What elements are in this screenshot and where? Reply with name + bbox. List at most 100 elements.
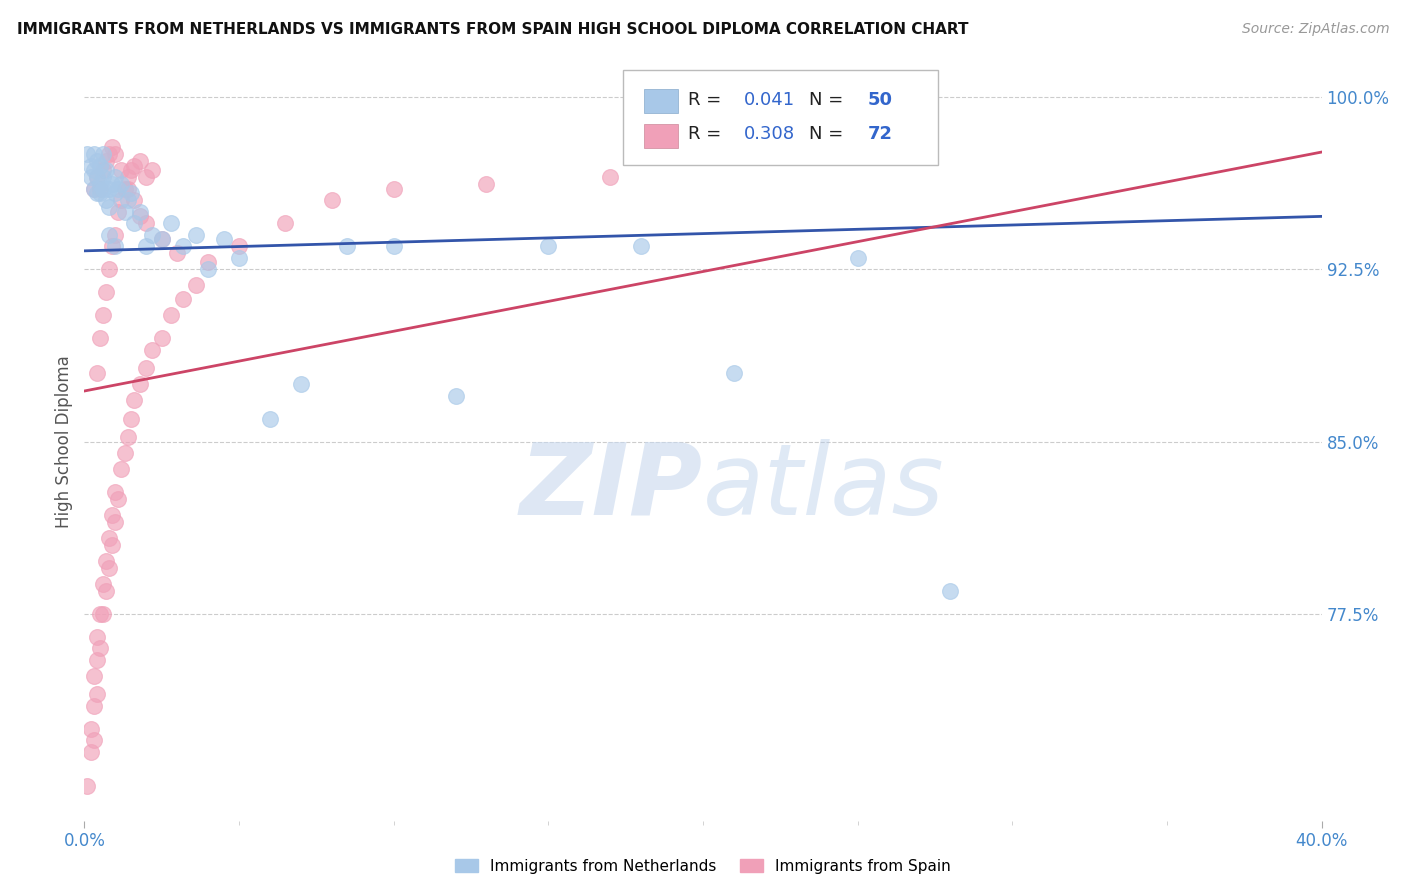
Point (104, 239, 127, 253)
Point (104, 227, 127, 242)
Point (259, 411, 281, 425)
Text: atlas: atlas (703, 439, 945, 535)
Point (94, 285, 117, 300)
Point (141, 343, 163, 357)
Point (117, 182, 139, 196)
Point (114, 446, 136, 460)
Point (129, 210, 152, 224)
Point (114, 182, 136, 196)
Point (83, 698, 105, 713)
Point (166, 246, 188, 260)
Point (83, 182, 105, 196)
Point (94, 583, 117, 598)
Point (89, 182, 111, 196)
Point (122, 194, 145, 208)
Point (122, 159, 145, 173)
Point (98, 182, 121, 196)
Point (599, 170, 621, 185)
Point (104, 515, 127, 529)
Text: IMMIGRANTS FROM NETHERLANDS VS IMMIGRANTS FROM SPAIN HIGH SCHOOL DIPLOMA CORRELA: IMMIGRANTS FROM NETHERLANDS VS IMMIGRANT… (17, 22, 969, 37)
Text: 0.308: 0.308 (744, 126, 794, 144)
Point (76, 147, 98, 161)
Point (117, 430, 139, 444)
Point (86, 630, 108, 644)
Text: Source: ZipAtlas.com: Source: ZipAtlas.com (1241, 22, 1389, 37)
Point (83, 733, 105, 747)
Point (537, 239, 560, 253)
Point (321, 194, 343, 208)
Point (89, 331, 111, 345)
Point (160, 308, 183, 322)
Point (91, 308, 114, 322)
Point (846, 251, 869, 265)
Point (197, 255, 219, 269)
Point (184, 278, 207, 293)
Point (83, 182, 105, 196)
Point (101, 508, 124, 522)
Point (83, 147, 105, 161)
Point (86, 653, 108, 667)
Text: N =: N = (810, 91, 849, 110)
Point (160, 216, 183, 230)
Point (76, 779, 98, 793)
Point (120, 411, 142, 425)
Point (107, 182, 129, 196)
Text: ZIP: ZIP (520, 439, 703, 535)
Point (184, 227, 207, 242)
Point (101, 140, 124, 154)
Point (91, 163, 114, 178)
Point (86, 154, 108, 169)
Point (104, 186, 127, 201)
Point (172, 239, 194, 253)
Point (83, 669, 105, 683)
Point (150, 232, 173, 246)
Point (89, 607, 111, 621)
Point (150, 232, 173, 246)
Point (89, 159, 111, 173)
Point (89, 178, 111, 192)
Point (107, 491, 129, 506)
Point (382, 239, 405, 253)
Point (86, 366, 108, 380)
Point (382, 182, 405, 196)
Point (79, 722, 101, 736)
Point (86, 170, 108, 185)
Point (91, 170, 114, 185)
Point (110, 462, 132, 476)
FancyBboxPatch shape (623, 70, 938, 165)
Point (91, 182, 114, 196)
Text: R =: R = (688, 91, 727, 110)
Point (110, 163, 132, 178)
Text: 72: 72 (868, 126, 893, 144)
Point (110, 178, 132, 192)
Point (86, 687, 108, 701)
Point (120, 163, 142, 178)
Point (94, 154, 117, 169)
Bar (644, 89, 678, 113)
Point (98, 147, 121, 161)
Point (86, 186, 108, 201)
Point (228, 239, 250, 253)
Point (129, 154, 152, 169)
Point (135, 239, 157, 253)
Point (101, 239, 124, 253)
Point (91, 577, 114, 591)
Point (104, 147, 127, 161)
Point (150, 331, 173, 345)
Point (79, 170, 101, 185)
Point (104, 485, 127, 500)
Text: N =: N = (810, 126, 849, 144)
Point (101, 178, 124, 192)
Point (91, 147, 114, 161)
Point (117, 194, 139, 208)
Point (475, 178, 498, 192)
Point (94, 554, 117, 568)
Point (79, 745, 101, 759)
Y-axis label: High School Diploma: High School Diploma (55, 355, 73, 528)
Point (135, 170, 157, 185)
Point (228, 251, 250, 265)
Point (172, 292, 194, 306)
Point (117, 170, 139, 185)
Point (135, 361, 157, 376)
Point (98, 200, 121, 214)
